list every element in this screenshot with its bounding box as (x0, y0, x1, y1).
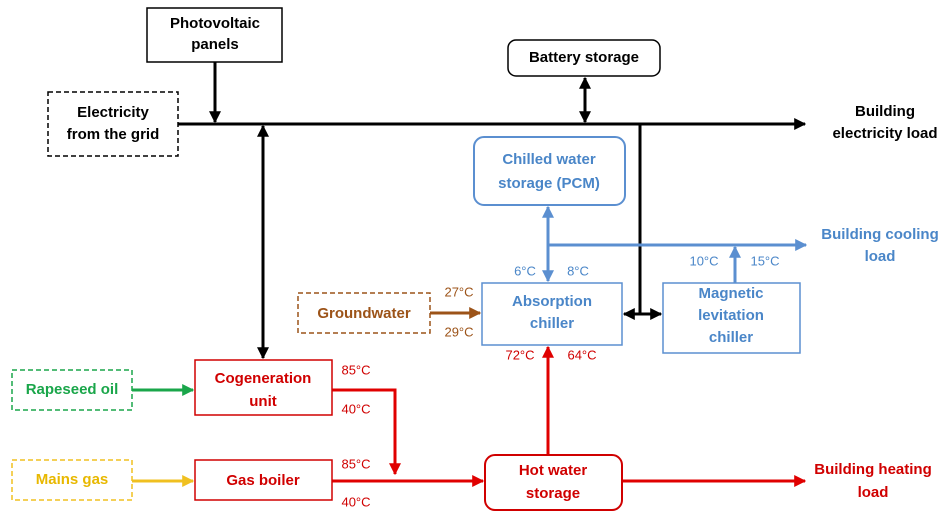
box (194, 459, 333, 501)
label: Cogeneration (215, 370, 312, 387)
label: Hot water (519, 462, 588, 479)
label: Photovoltaic (170, 15, 260, 32)
label: Absorption (512, 293, 592, 310)
label: chiller (530, 315, 574, 332)
label: Battery storage (529, 49, 639, 66)
box (484, 454, 623, 511)
label: chiller (709, 329, 753, 346)
box (11, 459, 133, 501)
label: Magnetic (698, 285, 763, 302)
label: Building heating (814, 461, 932, 478)
temperature: 40°C (341, 494, 370, 509)
box (473, 136, 626, 206)
box (146, 7, 283, 63)
label: Rapeseed oil (26, 381, 119, 398)
temperature: 27°C (444, 284, 473, 299)
label: Gas boiler (226, 472, 300, 489)
arrow (332, 388, 401, 476)
cooling-lines (542, 205, 808, 283)
temperature: 64°C (567, 347, 596, 362)
label: from the grid (67, 126, 160, 143)
box (507, 39, 661, 77)
labels: Photovoltaic panels Battery storage Elec… (26, 15, 939, 502)
box (481, 282, 623, 346)
box (47, 91, 179, 157)
label: Electricity (77, 104, 149, 121)
box (11, 369, 133, 411)
electricity-lines (178, 62, 807, 360)
box (194, 359, 333, 416)
temperature: 10°C (689, 253, 718, 268)
label: Building (855, 103, 915, 120)
label: panels (191, 36, 239, 53)
label: load (858, 484, 889, 501)
label: load (865, 248, 896, 265)
label: Mains gas (36, 471, 109, 488)
temperatures: 6°C 8°C 10°C 15°C 27°C 29°C 72°C 64°C 85… (341, 253, 779, 509)
temperature: 8°C (567, 263, 589, 278)
boxes (11, 7, 801, 511)
label: storage (PCM) (498, 175, 600, 192)
label: storage (526, 485, 580, 502)
temperature: 85°C (341, 362, 370, 377)
temperature: 15°C (750, 253, 779, 268)
label: levitation (698, 307, 764, 324)
heating-lines (332, 345, 807, 487)
temperature: 6°C (514, 263, 536, 278)
box (662, 282, 801, 354)
temperature: 72°C (505, 347, 534, 362)
box (297, 292, 431, 334)
label: Chilled water (502, 151, 596, 168)
temperature: 85°C (341, 456, 370, 471)
label: Groundwater (317, 305, 411, 322)
temperature: 40°C (341, 401, 370, 416)
label: unit (249, 393, 277, 410)
label: electricity load (832, 125, 937, 142)
label: Building cooling (821, 226, 938, 243)
temperature: 29°C (444, 324, 473, 339)
